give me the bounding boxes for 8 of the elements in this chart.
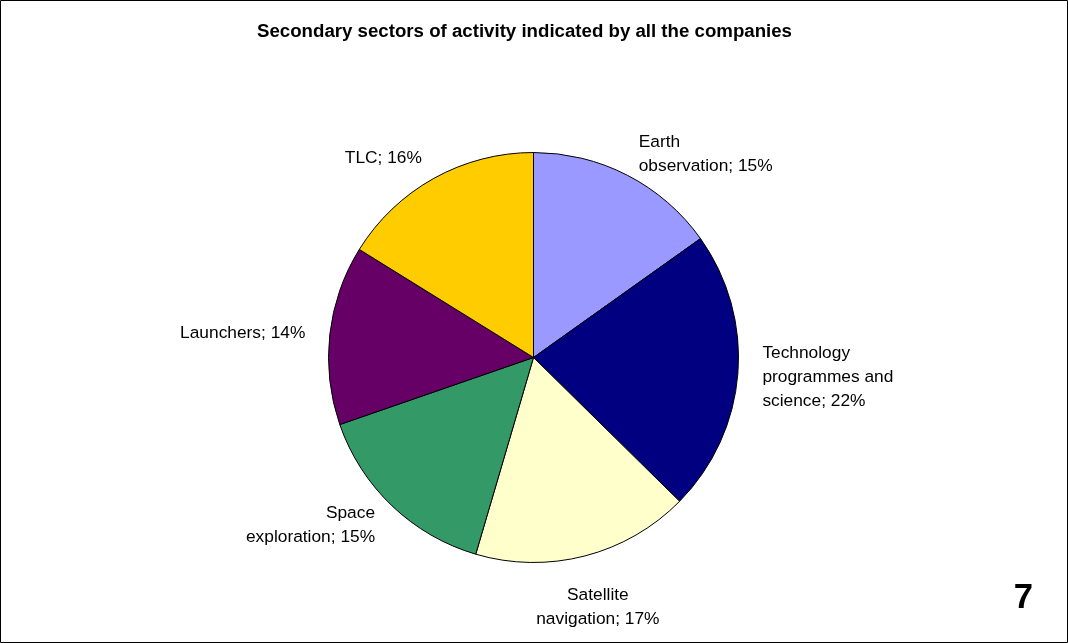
slice-label: Technology programmes and science; 22%	[762, 341, 894, 410]
slice-label: Launchers; 14%	[180, 322, 306, 343]
text: 7	[1013, 576, 1034, 615]
slice-label: Satellite navigation; 17%	[536, 583, 660, 628]
slice-label: Earth observation; 15%	[638, 131, 773, 176]
slice-label: Space exploration; 15%	[245, 501, 376, 546]
slice-label: TLC; 16%	[344, 146, 422, 167]
chart-title: Secondary sectors of activity indicated by all the companies	[257, 20, 792, 41]
